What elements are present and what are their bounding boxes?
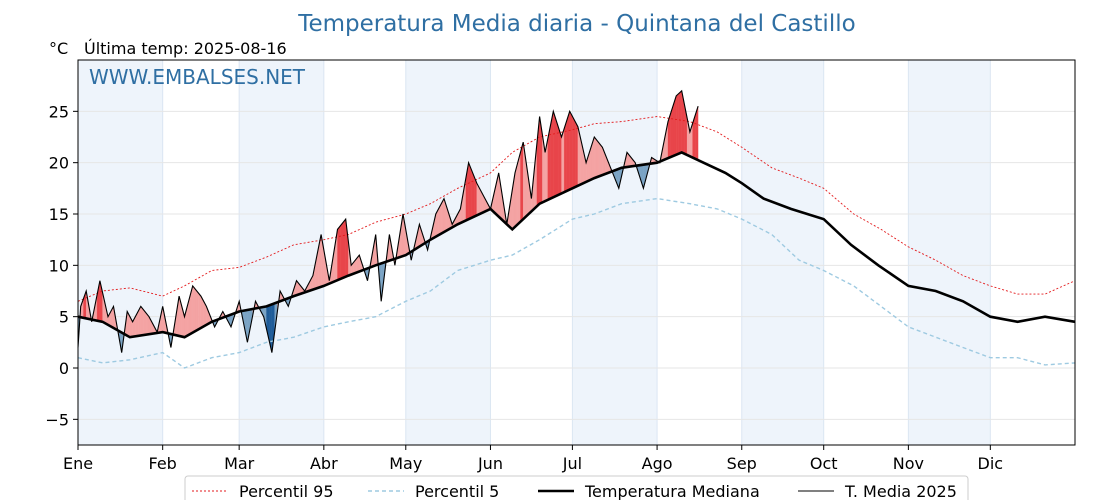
y-tick-label: 0	[59, 359, 69, 378]
anomaly-fill	[599, 143, 603, 177]
y-axis: −5 0 5 10 15 20 25	[45, 102, 78, 429]
x-tick-label: Jun	[477, 454, 503, 473]
y-tick-label: 10	[49, 256, 69, 275]
anomaly-fill	[572, 116, 576, 189]
legend: Percentil 95 Percentil 5 Temperatura Media…	[184, 475, 969, 500]
anomaly-fill	[337, 225, 341, 281]
y-tick-label: −5	[45, 410, 69, 429]
x-tick-label: Jul	[562, 454, 582, 473]
anomaly-fill	[561, 128, 565, 194]
x-tick-label: Abr	[310, 454, 338, 473]
anomaly-fill	[553, 111, 557, 198]
month-band	[78, 60, 163, 445]
chart-title: Temperatura Media diaria - Quintana del …	[297, 11, 855, 37]
month-bands	[78, 60, 991, 445]
legend-label: Percentil 5	[415, 482, 499, 500]
series-line-t-media-2025	[77, 89, 699, 353]
x-tick-label: Ago	[642, 454, 673, 473]
series-lines	[77, 89, 1076, 369]
anomaly-fill	[555, 119, 559, 197]
anomaly-fill	[596, 139, 600, 178]
last-update-label: Última temp: 2025-08-16	[84, 39, 287, 58]
legend-label: Percentil 95	[239, 482, 334, 500]
anomaly-fill	[594, 136, 598, 179]
anomaly-fill	[195, 288, 199, 332]
anomaly-fill	[192, 285, 196, 333]
series-line-percentil-5	[77, 197, 1076, 369]
legend-label: Temperatura Mediana	[584, 482, 760, 500]
plot-frame	[77, 59, 1076, 446]
x-axis: Ene Feb Mar Abr May Jun Jul Ago Sep Oct Nov Dic	[63, 445, 1003, 473]
series-line-temperatura-mediana	[77, 150, 1076, 339]
anomaly-fill	[520, 142, 524, 223]
month-band	[741, 60, 824, 445]
y-tick-label: 25	[49, 102, 69, 121]
y-tick-label: 5	[59, 308, 69, 327]
unit-label: °C	[49, 39, 68, 58]
series-line-percentil-95	[77, 116, 1076, 302]
x-tick-label: Ene	[63, 454, 93, 473]
anomaly-fill	[140, 305, 144, 336]
anomaly-fill	[198, 292, 202, 330]
x-tick-label: Oct	[810, 454, 838, 473]
month-band	[572, 60, 658, 445]
y-tick-label: 20	[49, 154, 69, 173]
x-tick-label: May	[389, 454, 422, 473]
anomaly-fill	[676, 93, 680, 155]
anomaly-fill	[574, 121, 579, 188]
anomaly-fill	[566, 111, 570, 192]
anomaly-fill	[678, 90, 682, 154]
watermark: WWW.EMBALSES.NET	[89, 65, 306, 89]
y-tick-label: 15	[49, 205, 69, 224]
anomaly-fill	[342, 218, 346, 279]
anomaly-fill	[558, 128, 562, 196]
x-tick-label: Dic	[978, 454, 1004, 473]
x-tick-label: Mar	[224, 454, 255, 473]
anomaly-fill	[517, 152, 521, 225]
legend-label: T. Media 2025	[844, 482, 957, 500]
anomaly-fill	[468, 162, 472, 220]
x-tick-label: Sep	[727, 454, 757, 473]
x-tick-label: Feb	[149, 454, 177, 473]
month-band	[405, 60, 491, 445]
month-band	[239, 60, 324, 445]
anomaly-fill	[569, 111, 573, 190]
anomaly-fill	[340, 222, 344, 280]
x-tick-label: Nov	[893, 454, 924, 473]
month-band	[908, 60, 991, 445]
legend-box	[184, 475, 969, 500]
